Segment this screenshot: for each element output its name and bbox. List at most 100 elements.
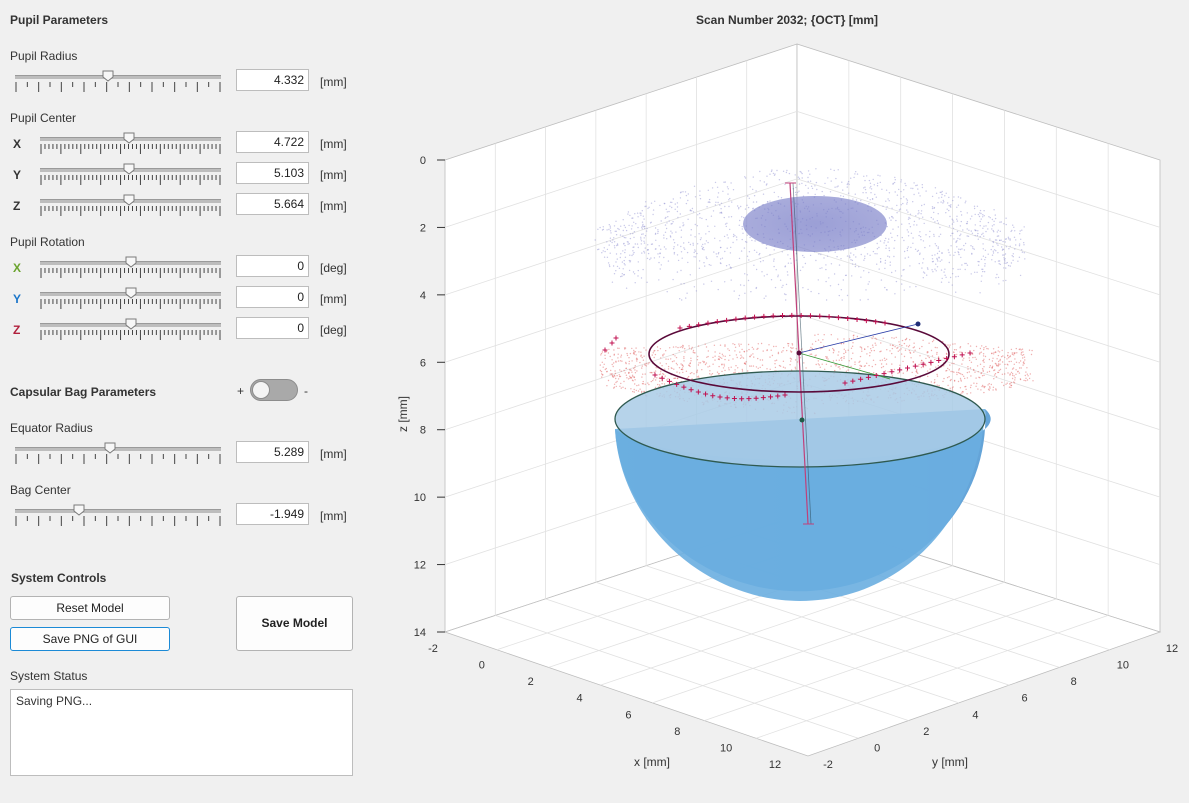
pupil-rotation-x-slider[interactable]	[40, 256, 221, 282]
z-tick-label: 6	[420, 357, 426, 369]
pupil-rotation-x-field[interactable]: 0	[236, 255, 309, 277]
bag-toggle-plus: +	[237, 384, 245, 398]
pupil-center-y-unit: [mm]	[320, 168, 347, 182]
y-tick-label: 12	[1166, 643, 1178, 655]
pupil-vector-blue	[798, 323, 919, 354]
pupil-center-x-axis: X	[13, 137, 22, 151]
x-tick-label: 6	[625, 709, 631, 721]
bag-toggle-minus: -	[304, 384, 308, 398]
z-tick-label: 12	[414, 560, 426, 572]
z-tick-label: 4	[420, 290, 426, 302]
bag-center-field[interactable]: -1.949	[236, 503, 309, 525]
toggle-knob	[252, 381, 270, 399]
bag-center-unit: [mm]	[320, 509, 347, 523]
slider-thumb[interactable]	[125, 256, 137, 268]
pupil-rotation-z-field[interactable]: 0	[236, 317, 309, 339]
bag-mode-toggle[interactable]	[250, 379, 298, 401]
y-tick-label: -2	[823, 759, 833, 771]
plot-title: Scan Number 2032; {OCT} [mm]	[696, 13, 879, 27]
system-status-box: Saving PNG...	[10, 689, 353, 776]
x-tick-label: 10	[720, 742, 732, 754]
slider-ticks	[40, 175, 221, 185]
equator-radius-label: Equator Radius	[10, 421, 93, 435]
y-tick-label: 6	[1022, 693, 1028, 705]
pupil-center-x-slider[interactable]	[40, 132, 221, 158]
pupil-rotation-z-slider[interactable]	[40, 318, 221, 344]
x-tick-label: 8	[674, 726, 680, 738]
reset-model-button[interactable]: Reset Model	[10, 596, 170, 620]
y-tick-label: 2	[923, 726, 929, 738]
pupil-rotation-x-unit: [deg]	[320, 261, 347, 275]
system-status-label: System Status	[10, 669, 88, 683]
pupil-rotation-y-axis: Y	[13, 292, 22, 306]
slider-ticks	[40, 330, 221, 340]
z-tick-label: 14	[414, 627, 426, 639]
lens-edge-markers	[602, 312, 973, 402]
slider-ticks	[15, 454, 221, 464]
pupil-center-point	[796, 350, 802, 356]
pupil-center-z-field[interactable]: 5.664	[236, 193, 309, 215]
pupil-radius-unit: [mm]	[320, 75, 347, 89]
y-tick-label: 8	[1071, 676, 1077, 688]
slider-thumb[interactable]	[123, 194, 135, 206]
pupil-rotation-y-slider[interactable]	[40, 287, 221, 313]
save-png-button[interactable]: Save PNG of GUI	[10, 627, 170, 651]
equator-radius-slider[interactable]	[15, 442, 221, 468]
pupil-center-z-slider[interactable]	[40, 194, 221, 220]
z-axis-label: z [mm]	[396, 396, 410, 432]
pupil-center-y-slider[interactable]	[40, 163, 221, 189]
pupil-center-z-axis: Z	[13, 199, 21, 213]
pupil-center-y-field[interactable]: 5.103	[236, 162, 309, 184]
z-tick-label: 2	[420, 222, 426, 234]
bag-center-label: Bag Center	[10, 483, 71, 497]
pupil-center-x-field[interactable]: 4.722	[236, 131, 309, 153]
slider-thumb[interactable]	[73, 504, 85, 516]
equator-radius-field[interactable]: 5.289	[236, 441, 309, 463]
pupil-ring	[648, 315, 950, 393]
bag-section-title: Capsular Bag Parameters	[10, 385, 157, 399]
cornea-dense-disk	[743, 196, 887, 252]
pupil-radius-field[interactable]: 4.332	[236, 69, 309, 91]
x-tick-label: 2	[528, 676, 534, 688]
x-axis-label: x [mm]	[634, 755, 670, 769]
bag-center-slider[interactable]	[15, 504, 221, 530]
pupil-vector-green	[798, 352, 891, 380]
save-model-button[interactable]: Save Model	[236, 596, 353, 651]
slider-thumb[interactable]	[123, 163, 135, 175]
bag-center-point	[799, 417, 805, 423]
slider-thumb[interactable]	[125, 287, 137, 299]
y-tick-label: 0	[874, 742, 880, 754]
z-tick-label: 10	[414, 492, 426, 504]
pupil-radius-slider[interactable]	[15, 70, 221, 96]
cornea-point-cloud	[594, 168, 1026, 301]
slider-ticks	[40, 268, 221, 278]
pupil-rotation-x-axis: X	[13, 261, 22, 275]
z-tick-label: 0	[420, 155, 426, 167]
slider-thumb[interactable]	[123, 132, 135, 144]
slider-track	[15, 509, 221, 513]
equator-radius-unit: [mm]	[320, 447, 347, 461]
system-section-title: System Controls	[11, 571, 107, 585]
x-tick-label: 4	[577, 693, 583, 705]
z-tick-label: 8	[420, 425, 426, 437]
pupil-rotation-label: Pupil Rotation	[10, 235, 85, 249]
pupil-center-x-unit: [mm]	[320, 137, 347, 151]
slider-thumb[interactable]	[102, 70, 114, 82]
pupil-rotation-z-unit: [deg]	[320, 323, 347, 337]
pupil-radius-label: Pupil Radius	[10, 49, 78, 63]
pupil-center-label: Pupil Center	[10, 111, 77, 125]
slider-ticks	[40, 299, 221, 309]
slider-track	[15, 75, 221, 79]
pupil-rotation-y-field[interactable]: 0	[236, 286, 309, 308]
y-axis-label: y [mm]	[932, 755, 968, 769]
slider-thumb[interactable]	[125, 318, 137, 330]
system-status-text: Saving PNG...	[16, 694, 93, 708]
pupil-section-title: Pupil Parameters	[10, 13, 109, 27]
slider-thumb[interactable]	[104, 442, 116, 454]
y-tick-label: 4	[972, 709, 978, 721]
slider-ticks	[40, 206, 221, 216]
x-tick-label: 0	[479, 660, 485, 672]
pupil-center-z-unit: [mm]	[320, 199, 347, 213]
slider-ticks	[40, 144, 221, 154]
